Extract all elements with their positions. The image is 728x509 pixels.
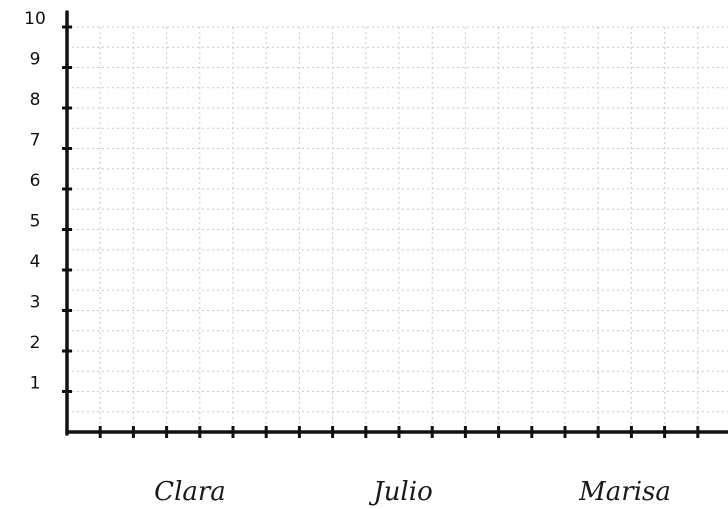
x-axis-category-labels: Clara Julio Marisa [154, 477, 671, 507]
x-axis-ticks [98, 426, 700, 438]
y-tick-label: 7 [30, 131, 41, 151]
y-axis-ticks [62, 25, 72, 393]
x-category-label: Julio [368, 477, 432, 507]
y-tick-label: 3 [30, 293, 41, 313]
y-tick-label: 10 [24, 9, 46, 29]
y-tick-label: 4 [30, 252, 41, 272]
y-axis-tick-labels: 1 2 3 4 5 6 7 8 9 10 [24, 9, 46, 394]
axes [65, 10, 728, 436]
y-tick-label: 1 [30, 374, 41, 394]
y-tick-label: 6 [30, 171, 41, 191]
x-category-label: Clara [154, 477, 226, 507]
y-tick-label: 5 [30, 212, 41, 232]
y-tick-label: 9 [30, 50, 41, 70]
y-tick-label: 2 [30, 333, 41, 353]
y-tick-label: 8 [30, 90, 41, 110]
x-category-label: Marisa [578, 477, 671, 507]
grid-lines [67, 26, 728, 432]
